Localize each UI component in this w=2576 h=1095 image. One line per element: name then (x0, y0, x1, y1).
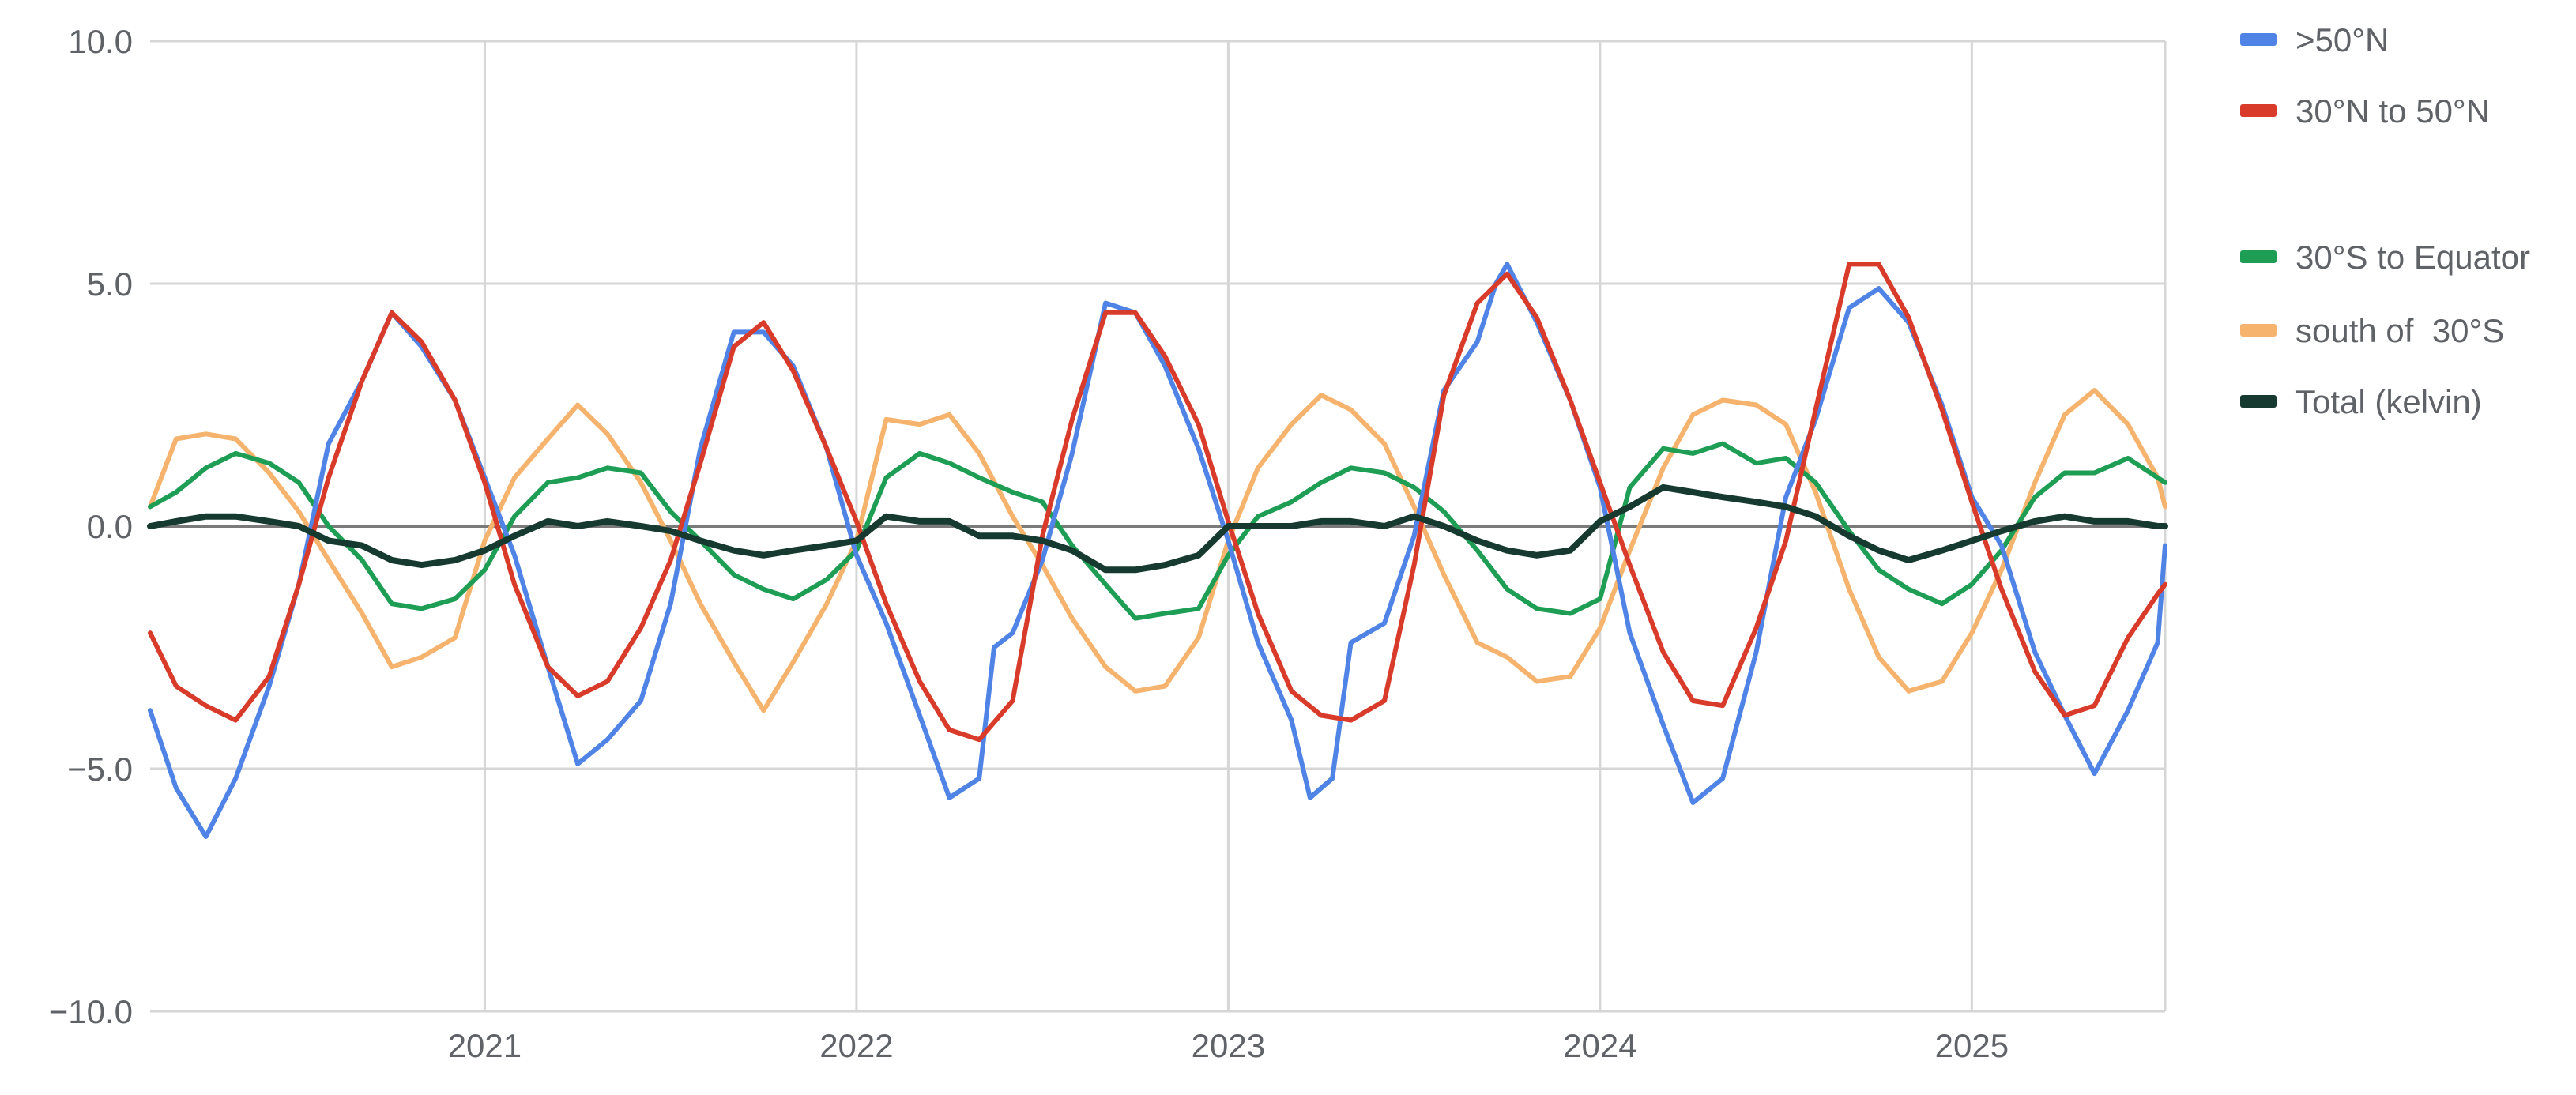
x-tick-label: 2022 (819, 1027, 893, 1064)
series-line-4 (147, 484, 2168, 574)
x-tick-label: 2021 (448, 1027, 522, 1064)
legend-label: >50°N (2295, 21, 2389, 58)
y-tick-label: −5.0 (67, 751, 133, 788)
x-tick-labels: 2021 2022 2023 2024 2025 (448, 1027, 2009, 1064)
series-line-2 (148, 441, 2167, 621)
legend-label: 30°N to 50°N (2295, 92, 2490, 130)
y-tick-labels: −10.0 −5.0 0.0 5.0 10.0 (49, 23, 133, 1030)
series-lines (147, 262, 2168, 839)
y-tick-label: 0.0 (87, 508, 133, 545)
legend-swatch (2240, 324, 2277, 337)
y-tick-label: 5.0 (87, 265, 133, 303)
legend-swatch (2240, 395, 2277, 408)
x-tick-label: 2025 (1935, 1027, 2009, 1064)
x-tick-label: 2024 (1563, 1027, 1636, 1064)
legend-swatch (2240, 33, 2277, 46)
legend-swatch (2240, 250, 2277, 263)
series-line-0 (148, 262, 2167, 839)
legend-label: 30°S to Equator (2295, 239, 2530, 276)
y-tick-label: −10.0 (49, 993, 133, 1030)
x-tick-label: 2023 (1192, 1027, 1265, 1064)
legend-label: Total (kelvin) (2295, 383, 2482, 420)
series-line-1 (148, 262, 2167, 743)
legend-label: south of 30°S (2295, 312, 2504, 349)
y-tick-label: 10.0 (68, 23, 133, 60)
series-line-3 (148, 388, 2167, 713)
legend: >50°N 30°N to 50°N 30°S to Equator south of… (2240, 21, 2530, 420)
legend-swatch (2240, 104, 2277, 117)
